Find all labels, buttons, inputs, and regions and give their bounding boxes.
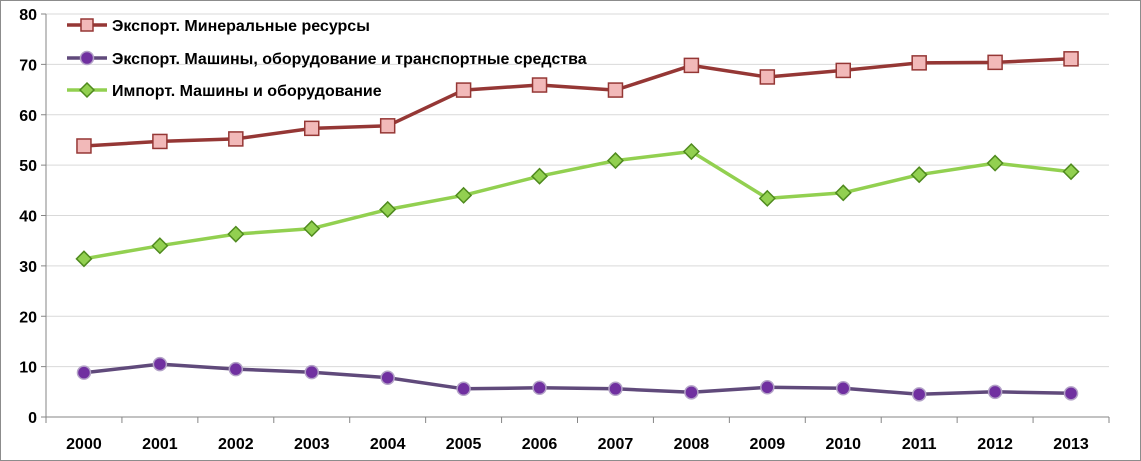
axes: 0 10 20 30 40 50 60 70 80 2000 2001 2002 2003 2004 200… (19, 7, 1110, 453)
series-0 (76, 51, 1079, 154)
data-point (760, 380, 775, 395)
data-point (1062, 163, 1080, 181)
data-point (684, 385, 699, 400)
data-point (76, 365, 92, 380)
data-point (759, 69, 776, 85)
data-point (455, 186, 473, 204)
data-point (758, 189, 776, 207)
data-point (228, 131, 244, 147)
y-tick-label: 10 (19, 360, 37, 377)
data-point (834, 184, 852, 202)
data-point (455, 82, 472, 98)
data-point (228, 361, 244, 377)
data-point (607, 82, 624, 98)
legend-label: Экспорт. Машины, оборудование и транспор… (112, 51, 587, 68)
y-tick-label: 30 (19, 259, 37, 276)
data-point (75, 250, 93, 268)
series-line (83, 362, 1072, 397)
x-tick-label: 2002 (218, 436, 254, 453)
legend: Экспорт. Минеральные ресурсы Экспорт. Ма… (67, 18, 587, 100)
data-point (911, 387, 927, 402)
series-layer (75, 51, 1080, 402)
data-point (987, 384, 1003, 400)
data-point (379, 118, 396, 134)
x-tick-label: 2001 (142, 436, 178, 453)
y-tick-label: 0 (28, 410, 37, 427)
data-point (911, 55, 927, 71)
data-point (152, 356, 168, 372)
x-tick-label: 2007 (598, 436, 634, 453)
data-point (151, 237, 169, 255)
x-tick-label: 2005 (446, 436, 482, 453)
data-point (379, 200, 397, 219)
data-point (986, 154, 1004, 172)
x-tick-label: 2012 (977, 436, 1013, 453)
data-point (606, 152, 625, 170)
y-tick-label: 60 (19, 108, 37, 125)
data-point (1063, 386, 1079, 401)
data-point (303, 220, 321, 238)
x-tick-label: 2013 (1053, 436, 1089, 453)
data-point (152, 133, 168, 150)
data-point (227, 225, 245, 243)
legend-item-machinery-export: Экспорт. Машины, оборудование и транспор… (67, 50, 587, 68)
y-tick-label: 80 (19, 7, 37, 24)
series-2 (75, 142, 1080, 268)
legend-label: Импорт. Машины и оборудование (112, 83, 382, 100)
data-point (608, 381, 623, 397)
data-point (530, 167, 549, 185)
x-tick-label: 2011 (902, 436, 937, 453)
y-tick-label: 70 (19, 57, 37, 74)
x-tick-label: 2003 (294, 436, 330, 453)
data-point (456, 381, 471, 397)
y-tick-label: 20 (19, 309, 37, 326)
data-point (682, 142, 700, 161)
data-point (835, 62, 851, 79)
legend-item-machinery-import: Импорт. Машины и оборудование (67, 81, 382, 100)
series-1 (76, 356, 1079, 402)
legend-marker-square (80, 18, 94, 32)
data-point (531, 77, 548, 93)
y-tick-label: 50 (19, 158, 37, 175)
data-point (380, 370, 395, 385)
data-point (76, 138, 92, 154)
x-tick-label: 2009 (750, 436, 786, 453)
data-point (1063, 51, 1079, 67)
legend-marker-circle (79, 50, 95, 66)
x-tick-label: 2004 (370, 436, 406, 453)
data-point (304, 364, 319, 380)
legend-marker-diamond (78, 81, 96, 99)
series-line (83, 57, 1072, 148)
data-point (987, 54, 1003, 71)
x-tick-label: 2008 (674, 436, 710, 453)
x-tick-label: 2010 (825, 436, 861, 453)
legend-item-mineral: Экспорт. Минеральные ресурсы (67, 18, 370, 35)
data-point (910, 166, 928, 184)
data-point (532, 380, 547, 396)
data-point (304, 120, 320, 137)
y-tick-label: 40 (19, 209, 37, 226)
x-tick-label: 2000 (66, 436, 102, 453)
legend-label: Экспорт. Минеральные ресурсы (112, 18, 370, 35)
data-point (683, 57, 700, 74)
x-tick-label: 2006 (522, 436, 558, 453)
data-point (836, 381, 851, 396)
series-line (83, 149, 1072, 261)
